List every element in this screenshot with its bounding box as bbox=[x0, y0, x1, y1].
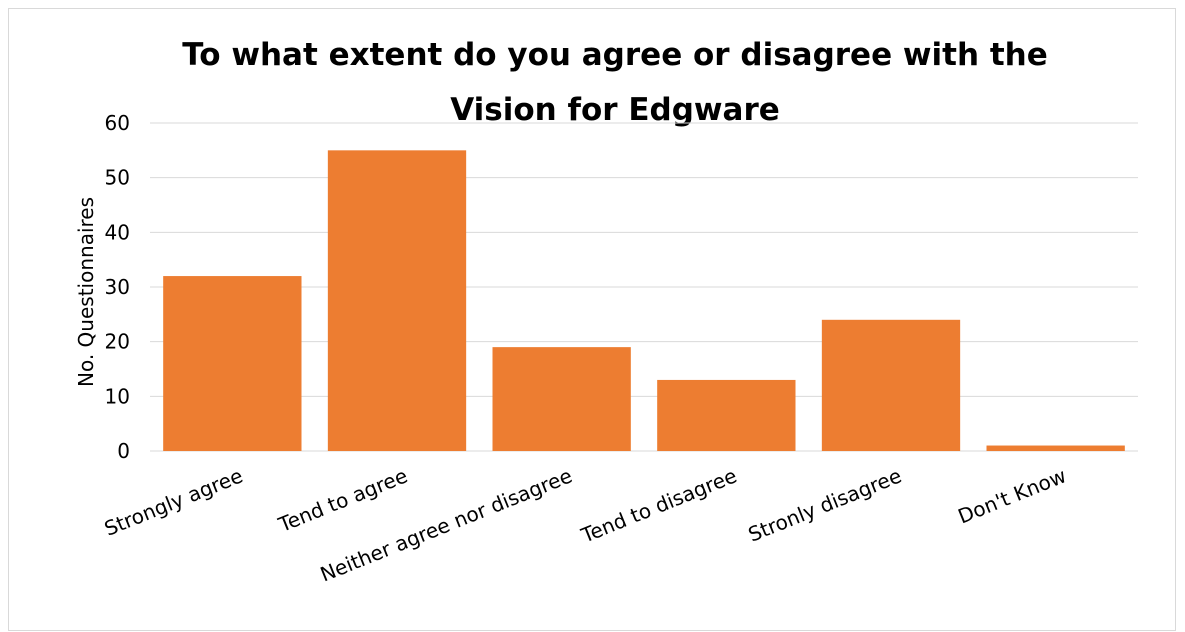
y-axis-ticks: 0 10 20 30 40 50 60 bbox=[105, 111, 130, 463]
bars bbox=[163, 150, 1125, 452]
y-tick-label: 50 bbox=[105, 166, 130, 190]
bar-strongly-agree bbox=[163, 276, 302, 451]
bar-tend-to-agree bbox=[327, 150, 467, 452]
bar-tend-to-disagree bbox=[657, 379, 796, 451]
chart-title-line-1: To what extent do you agree or disagree … bbox=[182, 37, 1048, 73]
x-tick-label: Stronly disagree bbox=[745, 463, 905, 546]
y-tick-label: 30 bbox=[105, 275, 130, 299]
chart-title-line-2: Vision for Edgware bbox=[450, 92, 780, 128]
y-tick-label: 0 bbox=[117, 439, 130, 463]
y-tick-label: 10 bbox=[105, 384, 130, 408]
bar-don-t-know bbox=[986, 445, 1125, 451]
bar-stronly-disagree bbox=[821, 319, 961, 451]
y-tick-label: 40 bbox=[105, 220, 130, 244]
x-tick-label: Don't Know bbox=[954, 463, 1069, 528]
y-tick-label: 20 bbox=[105, 330, 130, 354]
y-axis-title: No. Questionnaires bbox=[74, 197, 98, 387]
x-tick-label: Tend to agree bbox=[274, 463, 411, 537]
gridlines bbox=[150, 122, 1138, 452]
x-tick-label: Tend to disagree bbox=[577, 463, 740, 548]
y-tick-label: 60 bbox=[105, 111, 130, 135]
x-tick-label: Strongly agree bbox=[101, 463, 246, 540]
bar-neither-agree-nor-disagree bbox=[492, 347, 631, 451]
